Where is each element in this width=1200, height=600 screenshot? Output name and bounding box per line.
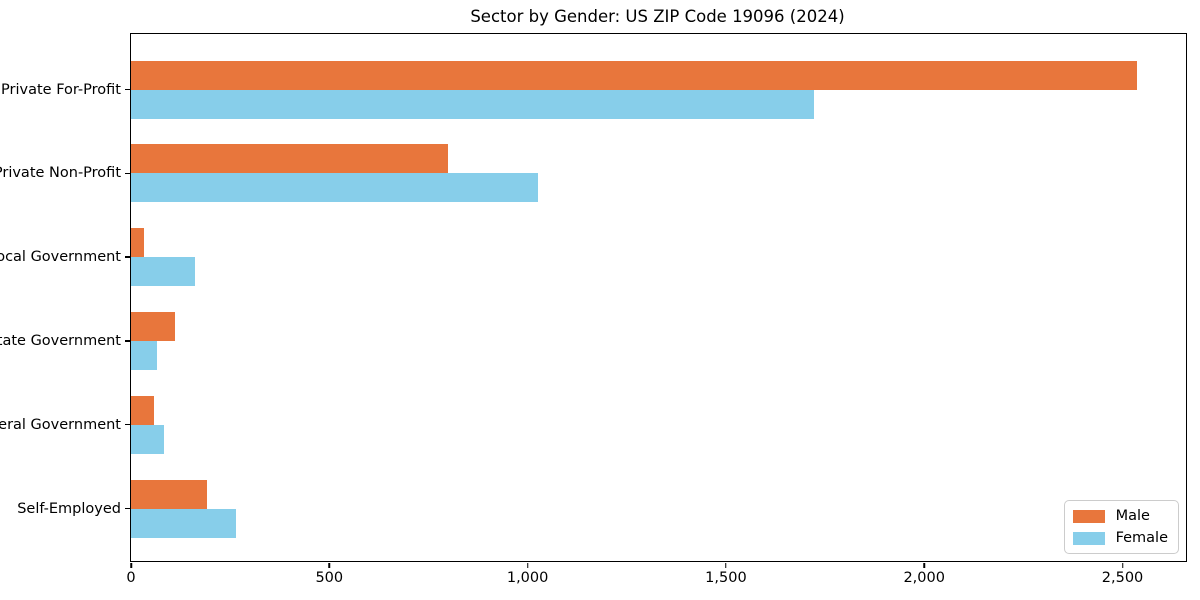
bar-female-federal-government: [131, 424, 165, 454]
y-axis-label-private-non-profit: Private Non-Profit: [0, 165, 121, 182]
x-tick: [328, 562, 331, 568]
y-tick: [124, 340, 130, 342]
bar-female-private-non-profit: [131, 173, 538, 203]
plot-area: Private For-Profit Private Non-Profit Loca…: [0, 33, 1187, 586]
y-tick: [124, 423, 130, 426]
bar-female-private-for-profit: [131, 89, 814, 119]
x-axis-tick-label: 2,000: [903, 570, 945, 586]
bar-female-state-government: [131, 340, 158, 370]
y-tick: [124, 172, 130, 175]
y-axis-label-local-government: Local Government: [0, 249, 121, 266]
x-axis-tick-label: 500: [315, 570, 344, 586]
bar-male-private-for-profit: [131, 60, 1138, 90]
x-tick: [725, 562, 727, 568]
x-axis-tick-label: 0: [126, 570, 136, 586]
x-tick: [923, 562, 925, 568]
male-swatch-icon: [1072, 509, 1105, 523]
legend: Male Female: [1063, 500, 1179, 554]
chart-title: Sector by Gender: US ZIP Code 19096 (202…: [470, 7, 845, 26]
y-axis-label-self-employed: Self-Employed: [17, 500, 121, 517]
bar-male-local-government: [131, 228, 145, 258]
y-axis-label-federal-government: Federal Government: [0, 416, 121, 433]
x-axis-tick-label: 2,500: [1101, 570, 1144, 586]
bar-male-state-government: [131, 311, 176, 341]
x-tick: [130, 562, 132, 568]
y-tick: [124, 88, 130, 91]
legend-item-male: Male: [1072, 508, 1168, 524]
legend-item-female: Female: [1072, 530, 1168, 546]
legend-label-male: Male: [1115, 508, 1150, 524]
y-tick: [124, 507, 130, 510]
y-axis-label-private-for-profit: Private For-Profit: [1, 81, 121, 98]
x-axis-tick-label: 1,500: [705, 570, 747, 586]
x-axis-tick-label: 1,000: [506, 570, 549, 586]
y-axis-label-state-government: State Government: [0, 332, 121, 349]
x-tick: [526, 562, 529, 568]
legend-label-female: Female: [1115, 530, 1168, 546]
bar-male-self-employed: [131, 479, 208, 509]
bar-male-private-non-profit: [131, 144, 449, 174]
bar-female-local-government: [131, 257, 196, 287]
y-tick: [124, 256, 130, 258]
bar-male-federal-government: [131, 395, 155, 425]
female-swatch-icon: [1072, 531, 1105, 545]
x-tick: [1121, 562, 1124, 568]
bar-female-self-employed: [131, 508, 237, 538]
